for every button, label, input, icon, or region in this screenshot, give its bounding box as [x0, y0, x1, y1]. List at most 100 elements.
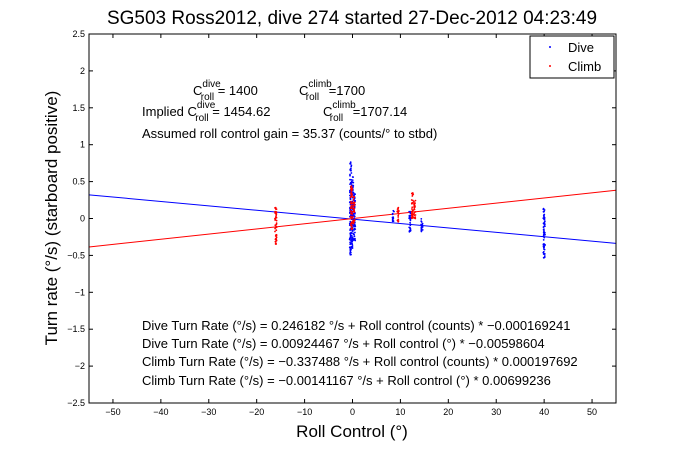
data-point-dive-6-61: [543, 236, 546, 239]
x-tick-label: 10: [395, 407, 405, 417]
data-point-climb-5-17: [414, 216, 416, 219]
data-point-climb-2-19: [352, 199, 355, 201]
data-point-dive-6-44: [542, 256, 545, 259]
data-point-dive-0-38: [350, 165, 353, 168]
legend-box: [529, 35, 615, 79]
data-point-dive-1-88: [351, 245, 354, 247]
data-point-climb-2-7: [353, 219, 356, 221]
data-point-dive-6-52: [543, 255, 546, 257]
legend-label-climb: Climb: [568, 59, 601, 74]
data-point-dive-6-54: [543, 210, 545, 213]
data-point-climb-4-25: [411, 216, 413, 218]
data-point-dive-6-60: [542, 208, 545, 211]
y-tick-label: 2.5: [72, 29, 85, 39]
annotations: Cdive roll = 1400 Cclimb roll =1700 Implie…: [142, 79, 578, 388]
data-point-dive-0-65: [348, 238, 351, 241]
data-point-climb-4-18: [411, 209, 414, 212]
y-tick-label: 0.5: [72, 177, 85, 187]
data-point-climb-5-22: [414, 211, 417, 213]
annotation-fit-dive-counts: Dive Turn Rate (°/s) = 0.246182 °/s + Ro…: [142, 318, 570, 333]
data-point-dive-6-33: [543, 209, 546, 211]
data-point-climb-4-16: [411, 208, 413, 210]
x-tick-label: 50: [587, 407, 597, 417]
annotation-implied-dive-post: = 1454.62: [209, 104, 271, 119]
y-tick-label: −2.5: [67, 398, 85, 408]
annotation-c-climb-pre: C: [299, 83, 308, 98]
data-point-dive-0-115: [350, 248, 352, 251]
data-point-climb-3-17: [397, 218, 400, 221]
data-point-dive-2-51: [353, 212, 355, 215]
annotation-c-dive-sup: dive: [202, 79, 221, 90]
data-point-climb-5-9: [413, 200, 415, 203]
data-point-dive-5-17: [420, 224, 423, 227]
data-point-climb-0-26: [275, 226, 278, 229]
data-point-dive-6-30: [542, 251, 545, 254]
data-point-climb-5-18: [413, 204, 416, 207]
x-tick-label: 0: [350, 407, 355, 417]
data-point-dive-4-8: [409, 223, 412, 226]
data-point-dive-2-39: [354, 193, 356, 196]
annotation-c-climb: Cclimb roll =1700: [299, 79, 365, 103]
data-point-climb-5-21: [414, 206, 416, 208]
data-point-dive-4-10: [408, 210, 411, 213]
x-tick-label: −50: [105, 407, 120, 417]
data-point-climb-4-12: [411, 206, 414, 209]
data-point-dive-2-49: [353, 223, 356, 226]
data-point-dive-4-7: [409, 212, 412, 215]
data-point-dive-6-46: [542, 235, 545, 238]
annotation-fit-climb-degrees: Climb Turn Rate (°/s) = −0.00141167 °/s …: [142, 373, 551, 388]
y-tick-label: 2: [80, 66, 85, 76]
data-point-dive-1-50: [352, 176, 354, 179]
data-point-climb-1-39: [350, 222, 353, 225]
data-point-climb-0-40: [275, 223, 278, 226]
x-tick-label: −20: [249, 407, 264, 417]
data-point-climb-5-16: [413, 208, 416, 211]
annotation-c-climb-sub: roll: [306, 92, 319, 103]
data-point-dive-6-58: [543, 248, 545, 250]
y-tick-label: −0.5: [67, 250, 85, 260]
data-point-dive-4-20: [409, 221, 411, 224]
data-point-climb-2-18: [352, 219, 355, 222]
data-point-climb-1-47: [349, 207, 352, 210]
data-point-climb-1-51: [350, 216, 352, 219]
data-point-climb-0-34: [274, 243, 277, 245]
data-point-dive-6-22: [543, 215, 545, 218]
data-point-climb-2-35: [353, 201, 355, 204]
data-point-dive-2-46: [353, 224, 355, 227]
data-point-dive-6-59: [543, 231, 546, 234]
data-point-dive-5-13: [420, 226, 423, 229]
data-point-climb-1-52: [350, 191, 353, 194]
y-axis-label: Turn rate (°/s) (starboard positive): [42, 91, 61, 346]
data-point-climb-0-44: [274, 212, 276, 214]
annotation-gain: Assumed roll control gain = 35.37 (count…: [142, 126, 437, 141]
data-point-dive-1-53: [352, 184, 354, 187]
data-point-dive-0-104: [349, 236, 352, 239]
data-point-dive-1-17: [351, 179, 354, 182]
data-point-climb-0-32: [274, 240, 277, 243]
annotation-implied-climb-sub: roll: [330, 113, 343, 124]
data-point-dive-3-12: [392, 216, 395, 219]
annotation-implied-climb: Cclimb roll =1707.14: [323, 100, 407, 124]
chart-title: SG503 Ross2012, dive 274 started 27-Dec-…: [107, 8, 597, 29]
data-point-dive-5-11: [420, 218, 423, 220]
annotation-c-dive-pre: C: [193, 83, 202, 98]
data-point-dive-1-86: [351, 247, 354, 249]
data-point-climb-1-53: [350, 227, 353, 230]
data-point-climb-0-43: [275, 208, 277, 211]
data-point-dive-6-31: [542, 217, 545, 220]
data-point-dive-4-13: [408, 226, 411, 229]
data-point-dive-4-24: [408, 217, 411, 220]
annotation-implied-dive-sub: roll: [195, 113, 208, 124]
data-point-dive-0-66: [349, 194, 351, 197]
data-point-climb-2-25: [352, 205, 354, 208]
data-point-climb-5-19: [413, 212, 415, 215]
annotation-implied-dive-sup: dive: [197, 100, 216, 111]
legend: Dive Climb: [529, 35, 615, 79]
data-point-dive-0-110: [349, 168, 352, 171]
legend-label-dive: Dive: [568, 40, 594, 55]
data-point-dive-0-87: [350, 179, 353, 181]
data-point-climb-1-35: [350, 200, 352, 203]
y-tick-label: −1: [75, 287, 85, 297]
data-point-dive-1-67: [351, 241, 353, 243]
